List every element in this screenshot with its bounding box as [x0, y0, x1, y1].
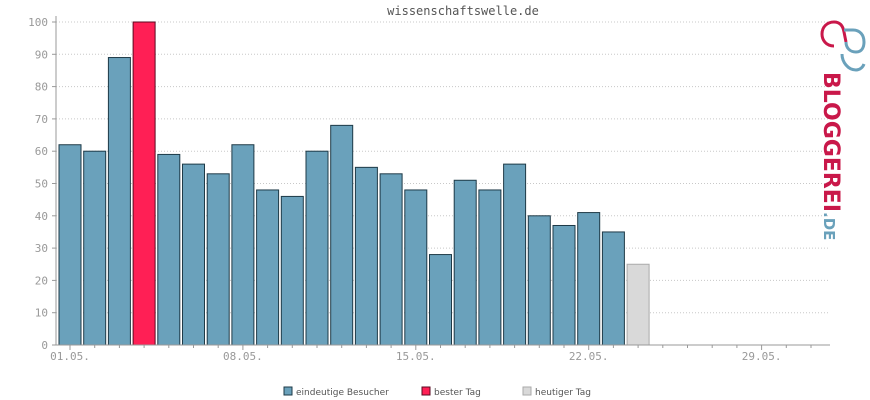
bar	[453, 179, 477, 346]
y-axis-ticks: 0 10 20 30 40 50 60 70 80 90 100	[28, 16, 56, 352]
x-tick-label: 22.05.	[569, 350, 609, 363]
bar	[182, 163, 205, 346]
bar	[58, 144, 82, 346]
legend: eindeutige Besucher bester Tag heutiger Ta…	[283, 386, 591, 398]
bar	[256, 189, 280, 346]
bar	[132, 21, 156, 346]
y-tick-label: 40	[35, 210, 48, 223]
logo-suffix: .DE	[820, 212, 838, 240]
bar	[552, 224, 576, 346]
bar	[527, 215, 551, 346]
bar	[601, 231, 625, 346]
bar	[157, 153, 181, 346]
y-tick-label: 0	[41, 339, 48, 352]
x-tick-label: 29.05.	[742, 350, 782, 363]
chart-title: wissenschaftswelle.de	[387, 4, 539, 18]
bar	[503, 163, 527, 346]
bar	[429, 254, 452, 346]
y-tick-label: 60	[35, 145, 48, 158]
bar	[354, 166, 378, 346]
y-tick-label: 50	[35, 178, 48, 191]
y-tick-label: 90	[35, 48, 48, 61]
bar	[404, 189, 428, 346]
bar	[478, 189, 502, 346]
x-tick-label: 15.05.	[396, 350, 436, 363]
logo-word: BLOGGEREI	[818, 72, 843, 212]
y-tick-label: 20	[35, 274, 48, 287]
bar	[83, 150, 107, 346]
bar	[577, 212, 601, 346]
logo-mark-icon	[820, 20, 866, 72]
y-tick-label: 10	[35, 307, 48, 320]
x-axis-ticks: 01.05. 08.05. 15.05. 22.05. 29.05.	[50, 345, 812, 363]
x-tick-label: 08.05.	[223, 350, 263, 363]
y-tick-label: 70	[35, 113, 48, 126]
axes	[55, 16, 830, 346]
bar	[206, 173, 230, 346]
logo-text: BLOGGEREI.DE	[818, 72, 843, 240]
bars	[58, 21, 650, 346]
bar	[626, 263, 650, 346]
bar	[107, 57, 131, 346]
y-tick-label: 30	[35, 242, 48, 255]
legend-label: heutiger Tag	[535, 388, 591, 398]
bloggerei-logo: BLOGGEREI.DE	[818, 20, 866, 240]
bar	[280, 195, 304, 346]
bar	[305, 150, 329, 346]
legend-label: eindeutige Besucher	[296, 388, 389, 398]
legend-swatch	[421, 386, 431, 396]
legend-swatch	[522, 386, 532, 396]
legend-swatch	[283, 386, 293, 396]
x-tick-label: 01.05.	[50, 350, 90, 363]
y-tick-label: 100	[28, 16, 48, 29]
bar	[379, 173, 403, 346]
y-tick-label: 80	[35, 81, 48, 94]
bar	[231, 144, 255, 346]
bar	[330, 124, 354, 346]
legend-label: bester Tag	[434, 388, 481, 398]
